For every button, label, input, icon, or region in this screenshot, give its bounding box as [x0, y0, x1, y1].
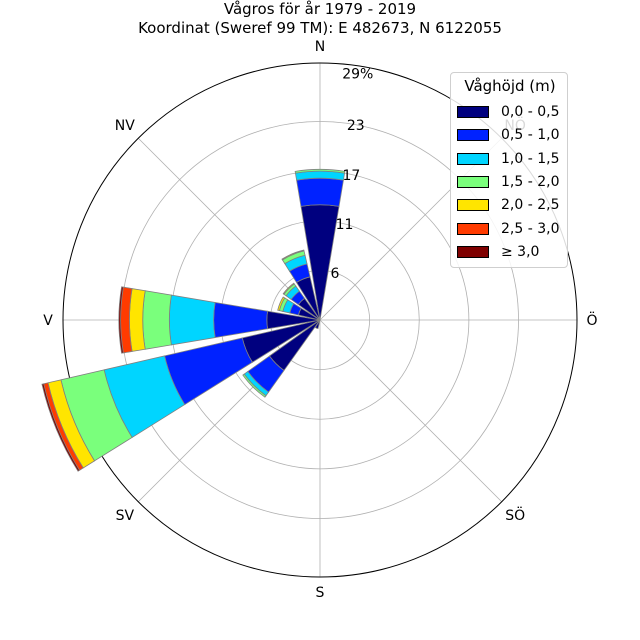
legend-label: 2,0 - 2,5: [501, 197, 560, 214]
legend-swatch: [457, 152, 489, 165]
legend-item: 2,5 - 3,0: [457, 220, 567, 240]
sector-segment: [294, 169, 346, 174]
chart-subtitle: Koordinat (Sweref 99 TM): E 482673, N 61…: [138, 19, 502, 37]
legend-item: ≥ 3,0: [457, 243, 567, 263]
radial-tick-label: 6: [331, 266, 340, 282]
compass-label: NV: [115, 118, 135, 134]
outer-ring: [62, 62, 578, 578]
legend-label: 1,5 - 2,0: [501, 173, 560, 190]
sector-segment: [242, 373, 267, 398]
sector-segment: [296, 177, 344, 207]
sector-segment: [41, 383, 81, 472]
legend-label: 0,0 - 0,5: [501, 104, 560, 120]
legend-label: 1,0 - 1,5: [501, 150, 560, 167]
sector-segment: [277, 296, 286, 312]
legend-item: 1,0 - 1,5: [457, 150, 567, 170]
legend-swatch: [457, 245, 489, 258]
sector-segment: [213, 301, 269, 339]
compass-label: N: [315, 39, 325, 55]
legend-label: ≥ 3,0: [501, 243, 540, 260]
compass-label: S: [316, 585, 325, 601]
sector-segment: [118, 286, 124, 354]
sector-segment: [169, 294, 216, 346]
legend-item: 0,0 - 0,5: [457, 103, 567, 123]
legend-item: 2,0 - 2,5: [457, 196, 567, 216]
sector-bars: [41, 169, 346, 472]
chart-title: Vågros för år 1979 - 2019: [223, 0, 417, 18]
sector-segment: [129, 288, 146, 352]
compass-label: SÖ: [505, 506, 525, 524]
compass-label: V: [43, 313, 53, 329]
radial-tick-label: 11: [336, 217, 354, 233]
legend-label: 0,5 - 1,0: [501, 127, 560, 144]
sector-segment: [142, 290, 172, 350]
legend-swatch: [457, 129, 489, 142]
sector-segment: [282, 282, 295, 295]
radial-tick-label: 29%: [342, 67, 373, 83]
legend-swatch: [457, 106, 489, 118]
radial-tick-label: 23: [347, 118, 365, 134]
legend: Våghöjd (m) 0,0 - 0,5 0,5 - 1,0 1,0 - 1,5 1…: [450, 72, 568, 268]
sector-segment: [281, 249, 305, 261]
legend-swatch: [457, 175, 489, 188]
legend-swatch: [457, 199, 489, 212]
legend-label: 2,5 - 3,0: [501, 220, 560, 237]
grid-spoke: [319, 319, 503, 503]
legend-item: 1,5 - 2,0: [457, 173, 567, 193]
compass-label: Ö: [586, 311, 597, 329]
legend-swatch: [457, 222, 489, 235]
sector-segment: [314, 319, 321, 330]
radial-tick-label: 17: [342, 168, 360, 184]
compass-label: SV: [116, 508, 135, 524]
legend-title: Våghöjd (m): [464, 77, 556, 95]
legend-item: 0,5 - 1,0: [457, 126, 567, 146]
